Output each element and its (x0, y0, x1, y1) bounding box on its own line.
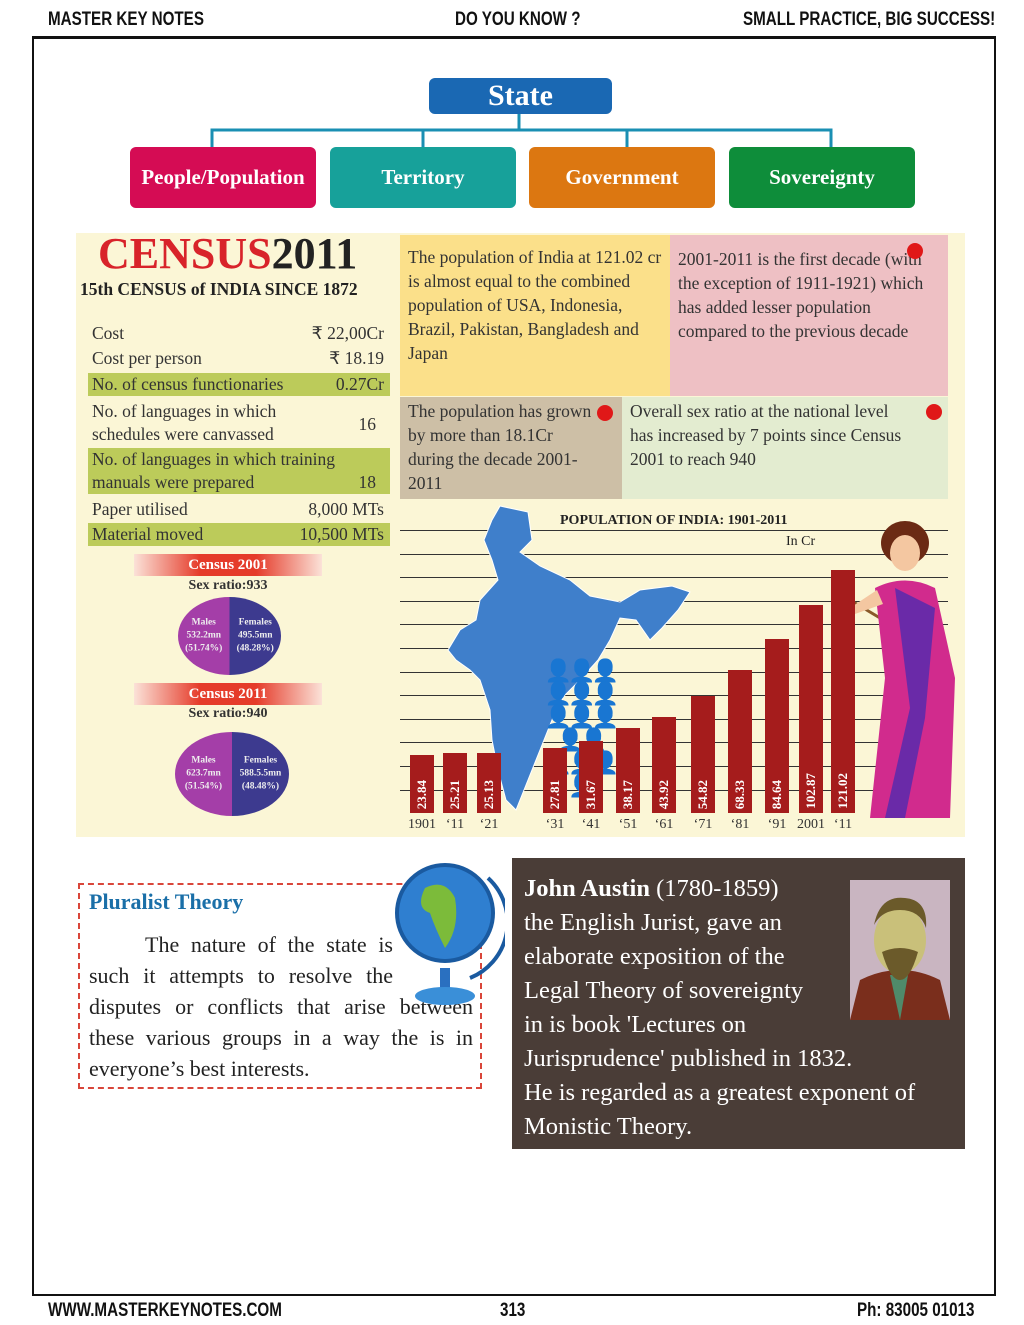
chart-gridline (400, 671, 948, 673)
x-tick-label: ‘31 (545, 817, 565, 832)
pluralist-title: Pluralist Theory (89, 889, 244, 914)
chart-bar: 25.21 (443, 752, 467, 813)
fact-row: Cost ₹ 22,00Cr (92, 323, 384, 343)
page-number: 313 (500, 1300, 526, 1321)
austin-line: in is book 'Lectures on (524, 1011, 747, 1038)
state-root-box: State (429, 78, 612, 114)
x-tick-label: ‘41 (581, 817, 601, 832)
chart-bar: 23.84 (410, 755, 434, 813)
chart-bar: 68.33 (728, 670, 752, 813)
x-tick-label: ‘61 (654, 817, 674, 832)
bar-value-label: 68.33 (732, 779, 747, 809)
header-center: DO YOU KNOW ? (455, 9, 581, 30)
fact-row: No. of languages in which schedules were… (92, 401, 376, 444)
bar-value-label: 38.17 (620, 779, 635, 809)
x-tick-label: ‘81 (730, 817, 750, 832)
bar-value-label: 102.87 (803, 773, 818, 809)
bar-value-label: 25.21 (447, 779, 462, 809)
chart-bar: 102.87 (799, 604, 823, 813)
bar-value-label: 25.13 (481, 779, 496, 809)
globe-image (395, 863, 505, 1005)
bar-value-label: 31.67 (583, 779, 598, 809)
page-frame (32, 36, 996, 1296)
sex-ratio-2001-pie: Males 532.2mn (51.74%) Females 495.5mn (48.2… (178, 597, 281, 675)
census-subtitle: 15th CENSUS of INDIA SINCE 1872 (80, 279, 358, 299)
x-tick-label: 1901 (408, 817, 436, 832)
bar-value-label: 43.92 (656, 779, 671, 809)
header-left: MASTER KEY NOTES (48, 9, 204, 30)
fact-row: Paper utilised 8,000 MTs (92, 499, 384, 519)
x-tick-label: ‘71 (693, 817, 713, 832)
state-child-territory: Territory (330, 147, 516, 208)
sex-ratio-2001: Sex ratio:933 (188, 578, 268, 593)
sex-ratio-2011: Sex ratio:940 (188, 706, 268, 721)
chart-bar: 25.13 (477, 753, 501, 813)
fact-row: Material moved 10,500 MTs (88, 523, 390, 546)
census-2001-label: Census 2001 (134, 554, 322, 576)
x-tick-label: ‘21 (479, 817, 499, 832)
austin-line: Jurisprudence' published in 1832. (524, 1045, 853, 1072)
chart-gridline (400, 553, 948, 555)
bullet-icon (926, 404, 942, 420)
chart-gridline (400, 577, 948, 579)
chart-bar: 54.82 (691, 696, 715, 813)
austin-line: Legal Theory of sovereignty (524, 977, 804, 1004)
state-child-sovereignty: Sovereignty (729, 147, 915, 208)
header-right: SMALL PRACTICE, BIG SUCCESS! (743, 9, 996, 30)
x-tick-label: ‘51 (618, 817, 638, 832)
note-population-comparison: The population of India at 121.02 cr is … (400, 235, 670, 396)
chart-bar: 84.64 (765, 639, 789, 813)
woman-presenter-image (855, 521, 955, 818)
chart-gridline (400, 530, 948, 531)
state-connectors (210, 110, 833, 148)
bar-value-label: 23.84 (414, 779, 429, 809)
india-map-image (447, 505, 691, 811)
x-tick-label: 2001 (797, 817, 825, 832)
bar-value-label: 27.81 (547, 779, 562, 809)
austin-line: He is regarded as a greatest exponent of (524, 1079, 916, 1106)
census-2011-label: Census 2011 (134, 683, 322, 705)
fact-row: No. of census functionaries 0.27Cr (88, 373, 390, 396)
austin-line: the English Jurist, gave an (524, 909, 782, 936)
note-growth: The population has grown by more than 18… (400, 397, 622, 499)
sex-ratio-2011-pie: Males 623.7mn (51.54%) Females 588.5.5mn (48… (175, 732, 289, 816)
chart-title: POPULATION OF INDIA: 1901-2011 (560, 513, 788, 528)
chart-bar: 27.81 (543, 747, 567, 813)
state-child-government: Government (529, 147, 715, 208)
austin-line: Monistic Theory. (524, 1113, 693, 1140)
footer-phone: Ph: 83005 01013 (857, 1300, 975, 1321)
pluralist-text: The nature of the state is such it attem… (89, 932, 473, 1081)
census-title: CENSUS2011 (98, 229, 358, 278)
chart-bar: 38.17 (616, 728, 640, 813)
chart-unit-label: In Cr (786, 534, 816, 549)
chart-gridline (400, 648, 948, 649)
bullet-icon (597, 405, 613, 421)
fact-row: Cost per person ₹ 18.19 (92, 348, 384, 368)
pluralist-theory-box (78, 883, 482, 1089)
bar-value-label: 54.82 (695, 779, 710, 809)
x-tick-label: ‘11 (833, 817, 853, 832)
note-sex-ratio: Overall sex ratio at the national level … (622, 397, 948, 499)
austin-line: elaborate exposition of the (524, 943, 785, 970)
fact-row: No. of languages in which training manua… (88, 448, 390, 494)
chart-bar: 121.02 (831, 569, 855, 813)
bar-value-label: 84.64 (769, 779, 784, 809)
bullet-icon (907, 243, 923, 259)
bar-value-label: 121.02 (835, 773, 850, 809)
x-tick-label: ‘11 (445, 817, 465, 832)
state-child-people: People/Population (130, 147, 316, 208)
x-tick-label: ‘91 (767, 817, 787, 832)
chart-gridline (400, 695, 948, 697)
note-decade: 2001-2011 is the first decade (with the … (670, 235, 948, 396)
john-austin-portrait (850, 880, 950, 1020)
austin-heading: John Austin (1780-1859) (524, 875, 779, 902)
chart-bar: 31.67 (579, 740, 603, 813)
chart-bar: 43.92 (652, 717, 676, 813)
footer-website[interactable]: WWW.MASTERKEYNOTES.COM (48, 1300, 282, 1321)
chart-gridline (400, 624, 948, 626)
